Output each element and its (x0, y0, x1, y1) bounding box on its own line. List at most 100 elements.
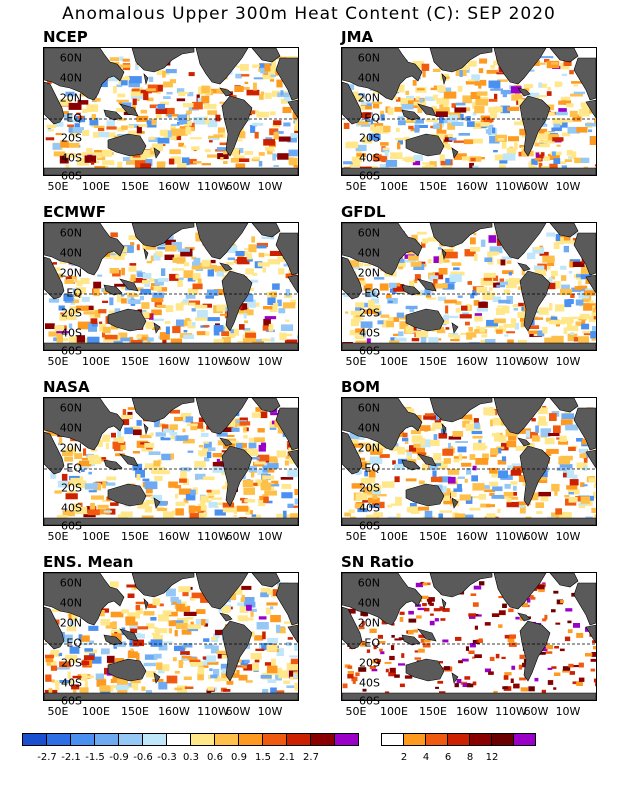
panel-title: NASA (43, 378, 90, 396)
field-cell (150, 432, 154, 437)
field-cell (379, 454, 390, 458)
field-cell (571, 592, 576, 597)
land-mass (131, 573, 195, 598)
field-cell (243, 487, 255, 495)
field-cell (420, 595, 429, 599)
field-cell (102, 300, 109, 303)
field-cell (244, 499, 256, 503)
field-cell (151, 143, 163, 152)
field-cell (122, 157, 132, 162)
field-cell (99, 685, 111, 692)
land-mass (131, 223, 195, 248)
field-cell (452, 431, 464, 437)
lon-tick-label: 50E (47, 705, 69, 718)
field-cell (412, 60, 424, 69)
field-cell (164, 321, 171, 324)
field-cell (225, 306, 230, 312)
field-cell (470, 91, 481, 99)
land-mass (493, 223, 547, 260)
field-cell (233, 328, 239, 336)
colorbar-tick-label: -0.3 (157, 752, 177, 763)
field-cell (518, 302, 526, 307)
field-cell (358, 667, 367, 672)
field-cell (187, 288, 199, 295)
field-cell (139, 295, 144, 301)
field-cell (256, 454, 270, 461)
field-cell (74, 123, 80, 129)
field-cell (124, 75, 131, 79)
field-cell (62, 450, 73, 456)
field-cell (349, 432, 360, 439)
field-cell (538, 62, 546, 65)
field-cell (125, 616, 136, 622)
field-cell (196, 310, 208, 318)
field-cell (172, 600, 177, 605)
field-cell (373, 277, 385, 280)
field-cell (297, 329, 298, 336)
field-cell (106, 120, 115, 127)
lat-tick-label: 60N (357, 51, 380, 65)
field-cell (522, 662, 528, 668)
field-cell (244, 601, 256, 608)
lon-tick-label: 160W (456, 705, 488, 718)
lat-tick-label: 20S (359, 131, 380, 145)
field-cell (203, 103, 217, 110)
field-cell (489, 136, 500, 144)
field-cell (250, 653, 262, 660)
field-cell (397, 447, 405, 455)
field-cell (142, 273, 152, 280)
field-cell (54, 121, 64, 127)
field-cell (501, 656, 506, 659)
field-cell (547, 262, 555, 266)
field-cell (578, 662, 584, 668)
field-cell (109, 297, 114, 306)
field-cell (590, 668, 596, 672)
lon-tick-label: 60W (225, 180, 251, 193)
field-cell (575, 299, 584, 306)
field-cell (367, 494, 376, 497)
panel-title: NCEP (43, 28, 88, 46)
field-cell (61, 634, 73, 643)
field-cell (260, 674, 272, 679)
land-mass (342, 342, 596, 350)
field-cell (482, 453, 489, 460)
field-cell (362, 486, 373, 490)
field-cell (222, 485, 229, 490)
lat-tick-label: 40S (61, 501, 82, 515)
field-cell (156, 161, 165, 169)
field-cell (592, 326, 596, 332)
field-cell (149, 278, 156, 282)
field-cell (245, 332, 257, 338)
field-cell (178, 91, 186, 97)
field-cell (196, 331, 206, 336)
land-mass (107, 483, 147, 507)
field-cell (453, 455, 460, 463)
field-cell (149, 104, 159, 109)
field-cell (181, 319, 192, 327)
field-cell (569, 110, 578, 118)
field-cell (479, 58, 488, 64)
field-cell (266, 602, 278, 606)
field-cell (90, 449, 98, 452)
field-cell (492, 486, 503, 492)
field-cell (591, 507, 596, 513)
field-cell (240, 303, 248, 311)
field-cell (87, 509, 100, 516)
field-cell (296, 165, 298, 169)
field-cell (163, 81, 173, 88)
field-cell (576, 127, 588, 133)
field-cell (187, 158, 197, 165)
field-cell (449, 274, 462, 283)
land-mass (573, 57, 596, 101)
field-cell (287, 137, 297, 143)
field-cell (278, 136, 291, 142)
field-cell (412, 447, 425, 454)
field-cell (106, 126, 117, 130)
field-cell (549, 163, 558, 170)
field-cell (553, 158, 561, 164)
field-cell (430, 613, 434, 616)
field-cell (144, 506, 153, 513)
field-cell (102, 480, 107, 489)
field-cell (76, 335, 85, 343)
field-cell (540, 428, 552, 433)
